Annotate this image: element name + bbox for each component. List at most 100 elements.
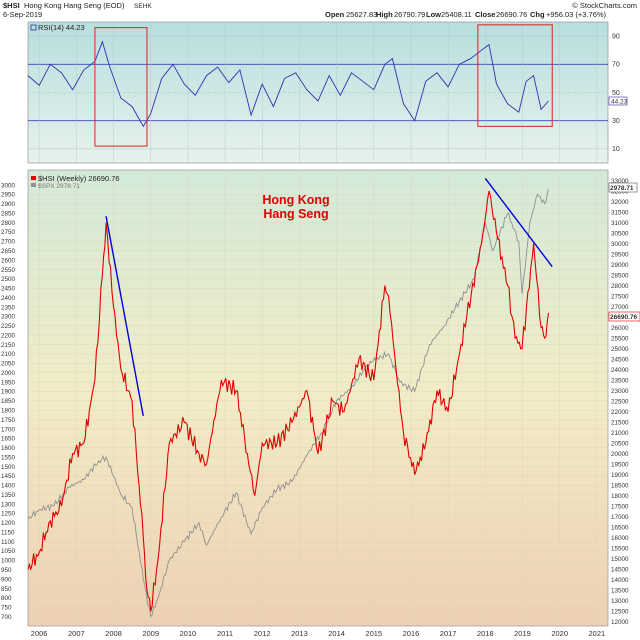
price-panel [27, 169, 609, 627]
x-tick-label: 2021 [589, 629, 606, 638]
spx-tick-label: 900 [1, 576, 12, 583]
hsi-axis: 12000 12500 13000 13500 14000 14500 15000 15500… [611, 178, 629, 626]
rsi-legend: RSI(14) 44.23 [30, 23, 85, 32]
chg-label: Chg [530, 10, 545, 19]
spx-tick-label: 1900 [1, 389, 16, 396]
spx-tick-label: 1550 [1, 454, 16, 461]
spx-tick-label: 2500 [1, 276, 16, 283]
hsi-tick-label: 23500 [611, 377, 629, 384]
spx-tick-label: 2050 [1, 361, 16, 368]
hsi-tick-label: 29500 [611, 251, 629, 258]
spx-tick-label: 1300 [1, 501, 16, 508]
spx-value-badge: 2978.71 [608, 182, 638, 193]
spx-series-line [27, 188, 549, 618]
chg-value: +956.03 (+3.76%) [546, 10, 607, 19]
spx-tick-label: 2550 [1, 267, 16, 274]
hsi-tick-label: 13000 [611, 598, 629, 605]
hsi-tick-label: 24000 [611, 367, 629, 374]
spx-tick-label: 1800 [1, 407, 16, 414]
spx-tick-label: 2100 [1, 351, 16, 358]
symbol: $HSI [3, 1, 20, 10]
x-tick-label: 2010 [180, 629, 197, 638]
hsi-tick-label: 12000 [611, 619, 629, 626]
hsi-legend-label: $HSI (Weekly) 26690.76 [38, 174, 120, 183]
spx-tick-label: 750 [1, 605, 12, 612]
spx-tick-label: 2800 [1, 220, 16, 227]
spx-tick-label: 2700 [1, 239, 16, 246]
trendline-2007-2008 [105, 216, 144, 416]
rsi-tick-label: 30 [612, 118, 620, 125]
spx-tick-label: 850 [1, 586, 12, 593]
close-value: 26690.76 [496, 10, 527, 19]
hsi-tick-label: 29000 [611, 262, 629, 269]
rsi-tick-label: 10 [612, 146, 620, 153]
hsi-tick-label: 13500 [611, 588, 629, 595]
hsi-tick-label: 18000 [611, 493, 629, 500]
spx-tick-label: 1450 [1, 473, 16, 480]
x-tick-label: 2017 [440, 629, 457, 638]
hsi-tick-label: 28500 [611, 272, 629, 279]
spx-tick-label: 3000 [1, 182, 16, 189]
hsi-tick-label: 21500 [611, 419, 629, 426]
spx-tick-label: 2150 [1, 342, 16, 349]
x-tick-label: 2016 [403, 629, 420, 638]
hsi-tick-label: 20500 [611, 440, 629, 447]
open-label: Open [325, 10, 345, 19]
hsi-tick-label: 17500 [611, 504, 629, 511]
spx-tick-label: 2300 [1, 314, 16, 321]
hsi-tick-label: 21000 [611, 430, 629, 437]
spx-tick-label: 2200 [1, 332, 16, 339]
spx-tick-label: 1700 [1, 426, 16, 433]
hsi-tick-label: 24500 [611, 356, 629, 363]
price-legend: $HSI (Weekly) 26690.76 $SPX 2978.71 [31, 174, 120, 190]
rsi-highlight-box-1 [94, 27, 148, 147]
spx-tick-label: 1150 [1, 529, 15, 536]
spx-axis: 700 750 800 850 900 950 1000 1050 1100 1150 1200 12… [1, 182, 16, 621]
hsi-tick-label: 32000 [611, 199, 629, 206]
spx-legend-label: $SPX 2978.71 [38, 183, 80, 190]
hsi-tick-label: 18500 [611, 483, 629, 490]
hsi-tick-label: 12500 [611, 609, 629, 616]
hsi-tick-label: 14000 [611, 577, 629, 584]
hsi-tick-label: 31500 [611, 209, 629, 216]
high-value: 26790.79 [394, 10, 425, 19]
spx-tick-label: 2850 [1, 210, 16, 217]
x-axis: 2006 2007 2008 2009 2010 2011 2012 2013 2014 2015… [31, 629, 605, 638]
x-tick-label: 2006 [31, 629, 48, 638]
hsi-tick-label: 19500 [611, 461, 629, 468]
hsi-tick-label: 22000 [611, 409, 629, 416]
spx-tick-label: 2350 [1, 304, 16, 311]
hsi-tick-label: 16000 [611, 535, 629, 542]
x-tick-label: 2013 [291, 629, 308, 638]
rsi-legend-label: RSI(14) 44.23 [38, 23, 85, 32]
hsi-tick-label: 27000 [611, 304, 629, 311]
hsi-tick-label: 25500 [611, 335, 629, 342]
x-tick-label: 2009 [142, 629, 159, 638]
exchange: SEHK [134, 3, 152, 10]
rsi-axis: 10 30 50 70 90 [612, 33, 620, 153]
hsi-tick-label: 26000 [611, 325, 629, 332]
hsi-tick-label: 30000 [611, 241, 629, 248]
spx-tick-label: 1500 [1, 464, 16, 471]
hsi-tick-label: 19000 [611, 472, 629, 479]
spx-tick-label: 800 [1, 595, 12, 602]
hsi-tick-label: 25000 [611, 346, 629, 353]
rsi-value-text: 44.23 [611, 98, 628, 105]
spx-tick-label: 2900 [1, 201, 16, 208]
spx-tick-label: 1200 [1, 520, 16, 527]
annotation-line-2: Hang Seng [263, 207, 328, 221]
x-tick-label: 2011 [217, 629, 233, 638]
spx-tick-label: 1950 [1, 379, 16, 386]
spx-tick-label: 1750 [1, 417, 16, 424]
hsi-tick-label: 20000 [611, 451, 629, 458]
rsi-tick-label: 50 [612, 90, 620, 97]
spx-tick-label: 2950 [1, 192, 16, 199]
spx-tick-label: 2400 [1, 295, 16, 302]
rsi-tick-label: 90 [612, 33, 620, 40]
chart-date: 6-Sep-2019 [3, 10, 42, 19]
hsi-tick-label: 31000 [611, 220, 629, 227]
high-label: High [376, 10, 393, 19]
hsi-tick-label: 33000 [611, 178, 629, 185]
x-tick-label: 2018 [477, 629, 494, 638]
